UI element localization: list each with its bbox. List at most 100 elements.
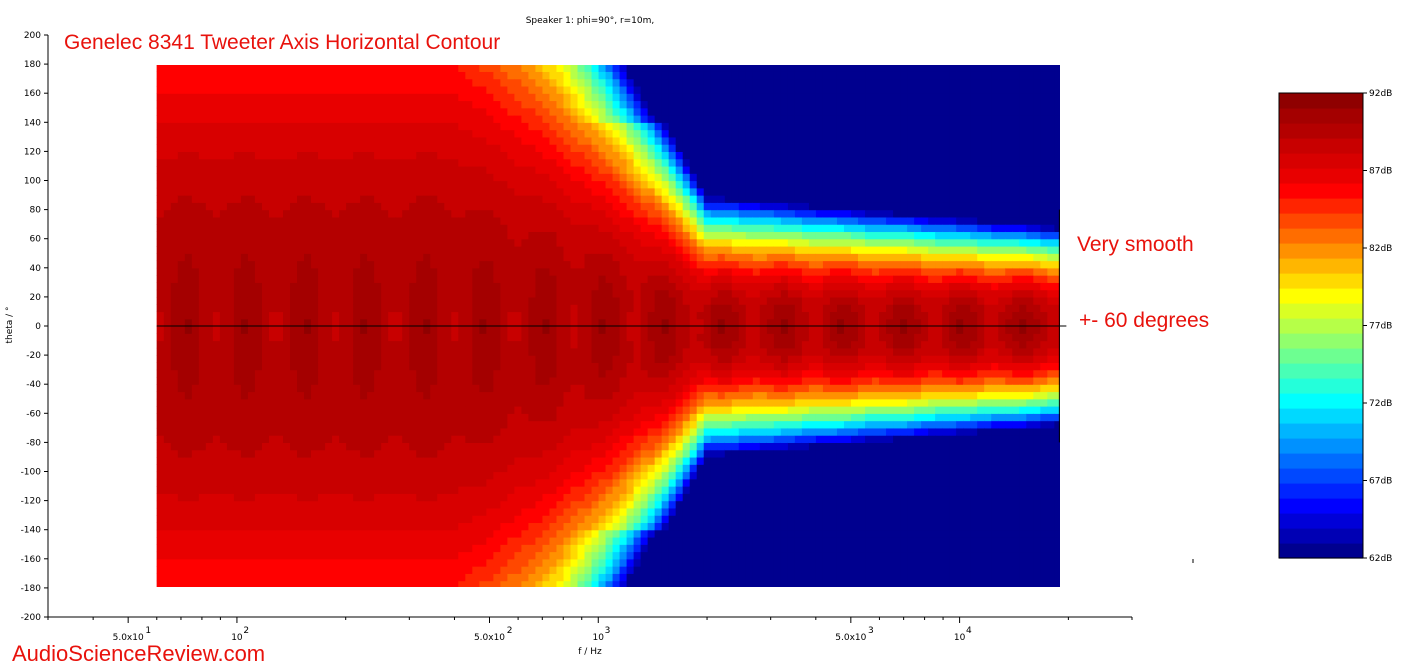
heatmap-cell [437,115,445,123]
heatmap-cell [570,420,579,429]
heatmap-cell [163,398,172,407]
heatmap-cell [240,580,249,587]
heatmap-cell [268,71,277,80]
heatmap-cell [430,507,438,516]
heatmap-cell [430,304,438,313]
heatmap-cell [311,122,319,131]
heatmap-cell [381,376,389,385]
heatmap-cell [437,209,445,218]
heatmap-cell [493,449,501,458]
heatmap-cell [318,238,326,247]
heatmap-cell [493,304,501,313]
heatmap-cell [290,347,298,356]
heatmap-cell [416,449,424,458]
heatmap-cell [184,165,193,174]
heatmap-cell [563,151,572,160]
heatmap-cell [254,471,263,480]
heatmap-cell [395,456,403,465]
heatmap-cell [486,376,494,385]
heatmap-cell [156,151,165,160]
heatmap-cell [619,435,628,443]
heatmap-cell [500,151,508,160]
heatmap-cell [304,580,312,587]
heatmap-cell [591,304,600,313]
heatmap-cell [577,464,586,473]
heatmap-cell [451,253,459,262]
heatmap-cell [542,275,551,283]
heatmap-cell [423,529,431,538]
heatmap-cell [521,267,530,276]
heatmap-cell [605,85,614,94]
heatmap-cell [577,406,586,414]
heatmap-cell [493,318,501,327]
heatmap-cell [423,122,431,131]
heatmap-cell [395,180,403,189]
heatmap-cell [170,326,179,334]
heatmap-cell [177,85,186,94]
heatmap-cell [486,413,494,422]
heatmap-cell [626,136,635,145]
heatmap-cell [332,427,340,436]
heatmap-cell [605,275,614,283]
heatmap-cell [353,355,361,363]
heatmap-cell [163,78,172,87]
heatmap-cell [212,129,221,138]
heatmap-cell [563,275,572,283]
heatmap-cell [374,173,382,182]
heatmap-cell [563,384,572,393]
heatmap-cell [156,427,165,436]
heatmap-cell [198,151,207,160]
heatmap-cell [374,260,382,269]
heatmap-cell [437,275,445,283]
heatmap-cell [458,289,466,298]
heatmap-cell [549,289,558,298]
heatmap-cell [219,245,228,254]
heatmap-cell [163,238,172,247]
heatmap-cell [430,369,438,378]
heatmap-cell [177,333,186,342]
heatmap-cell [346,71,354,80]
heatmap-cell [353,289,361,298]
heatmap-cell [451,151,459,160]
heatmap-cell [367,253,375,262]
heatmap-cell [521,566,530,574]
heatmap-cell [353,282,361,291]
heatmap-cell [268,144,277,153]
heatmap-cell [374,65,382,72]
heatmap-cell [233,260,242,269]
heatmap-cell [633,398,642,407]
heatmap-cell [444,151,452,160]
heatmap-cell [318,362,326,371]
heatmap-cell [493,267,501,276]
heatmap-cell [367,566,375,574]
heatmap-cell [612,580,621,587]
heatmap-cell [282,551,291,560]
heatmap-cell [247,369,256,378]
heatmap-cell [325,202,333,211]
heatmap-cell [437,573,445,582]
heatmap-cell [205,507,214,516]
heatmap-cell [465,267,473,276]
heatmap-cell [219,100,228,109]
heatmap-cell [416,78,424,87]
heatmap-cell [584,296,593,305]
heatmap-cell [353,238,361,247]
heatmap-cell [507,369,515,378]
heatmap-cell [549,355,558,363]
heatmap-cell [563,136,572,145]
heatmap-cell [528,471,537,480]
heatmap-cell [458,493,466,502]
heatmap-cell [395,202,403,211]
heatmap-cell [486,456,494,465]
heatmap-cell [374,136,382,145]
heatmap-cell [339,267,347,276]
heatmap-cell [507,253,515,262]
heatmap-cell [212,78,221,87]
heatmap-cell [282,449,291,458]
heatmap-cell [191,398,200,407]
heatmap-cell [591,122,600,131]
heatmap-cell [191,78,200,87]
heatmap-cell [591,65,600,72]
heatmap-cell [395,515,403,524]
heatmap-cell [402,333,410,342]
